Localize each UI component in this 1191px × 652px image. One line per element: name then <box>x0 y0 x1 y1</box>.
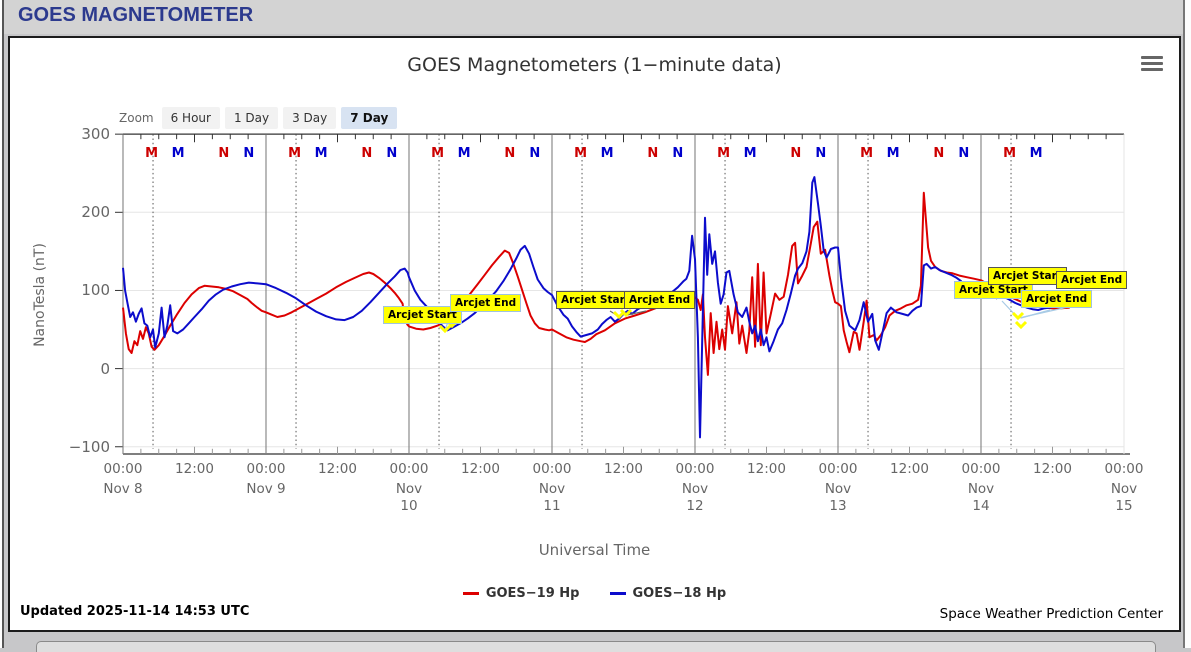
legend-swatch-blue <box>609 592 626 595</box>
legend-item-goes19[interactable]: GOES−19 Hp <box>462 586 580 601</box>
page-title: GOES MAGNETOMETER <box>18 4 254 26</box>
zoom-button-3day[interactable]: 3 Day <box>283 107 337 129</box>
page-margin-right <box>1185 0 1191 648</box>
legend-label: GOES−19 Hp <box>485 586 580 601</box>
chart-legend: GOES−19 Hp GOES−18 Hp <box>10 586 1179 601</box>
chart-panel: GOES Magnetometers (1−minute data) Zoom … <box>8 36 1181 632</box>
hamburger-bar <box>1141 62 1163 65</box>
zoom-button-7day[interactable]: 7 Day <box>341 107 398 129</box>
updated-timestamp: Updated 2025-11-14 14:53 UTC <box>20 604 250 619</box>
chart-title: GOES Magnetometers (1−minute data) <box>407 54 782 76</box>
zoom-button-6hour[interactable]: 6 Hour <box>161 107 220 129</box>
credit-text: Space Weather Prediction Center <box>939 606 1163 622</box>
next-section-header[interactable] <box>36 641 1156 652</box>
hamburger-bar <box>1141 68 1163 71</box>
page-margin-left <box>0 0 2 648</box>
page-border-right <box>1183 0 1185 648</box>
zoom-controls: Zoom 6 Hour 1 Day 3 Day 7 Day <box>119 107 402 129</box>
hamburger-menu-icon[interactable] <box>1141 56 1163 73</box>
page-header: GOES MAGNETOMETER <box>4 0 1183 34</box>
hamburger-bar <box>1141 56 1163 59</box>
legend-swatch-red <box>462 592 479 595</box>
x-axis-title: Universal Time <box>538 541 651 559</box>
page-border-left <box>2 0 4 648</box>
legend-label: GOES−18 Hp <box>632 586 727 601</box>
zoom-button-1day[interactable]: 1 Day <box>224 107 279 129</box>
zoom-label: Zoom <box>119 111 154 125</box>
legend-item-goes18[interactable]: GOES−18 Hp <box>609 586 727 601</box>
